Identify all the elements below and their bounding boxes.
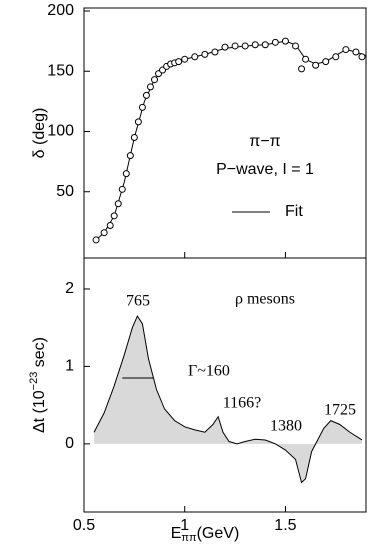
data-point <box>221 43 229 51</box>
data-point <box>100 229 108 237</box>
annotation: Γ~160 <box>188 363 230 380</box>
y-tick-label: 1 <box>65 358 74 375</box>
legend-label: Fit <box>285 203 303 220</box>
data-point <box>106 221 114 229</box>
y-axis-label: δ (deg) <box>31 108 48 159</box>
annotation: P−wave, I = 1 <box>216 161 314 178</box>
data-point <box>191 53 199 61</box>
data-point <box>175 58 183 66</box>
data-point <box>181 55 189 63</box>
data-point <box>231 42 239 50</box>
data-point <box>241 42 249 50</box>
fit-line <box>95 40 367 241</box>
data-point <box>92 236 100 244</box>
data-point <box>302 55 310 63</box>
data-point <box>251 41 259 49</box>
data-point <box>134 118 142 126</box>
data-point <box>352 48 360 56</box>
x-axis-label: Eππ(GeV) <box>171 525 240 544</box>
data-point <box>114 200 122 208</box>
data-point <box>261 41 269 49</box>
data-point <box>271 38 279 46</box>
data-point <box>312 61 320 69</box>
y-axis-label: Δt (10−23 sec) <box>28 337 48 433</box>
data-point <box>358 53 366 61</box>
x-tick-label: 1 <box>180 517 189 534</box>
data-point <box>110 212 118 220</box>
data-point <box>201 50 209 58</box>
data-point <box>122 170 130 178</box>
annotation: 1725 <box>324 402 356 419</box>
y-tick-label: 2 <box>65 280 74 297</box>
data-point <box>146 83 154 91</box>
data-point <box>281 37 289 45</box>
data-point <box>138 103 146 111</box>
annotation: ρ mesons <box>235 291 295 308</box>
area-line <box>93 315 363 484</box>
data-point <box>332 53 340 61</box>
annotation: π−π <box>249 133 280 150</box>
data-point <box>142 91 150 99</box>
data-point <box>298 65 306 73</box>
x-tick-label: 0.5 <box>73 517 95 534</box>
y-tick-label: 50 <box>56 183 74 200</box>
data-point <box>211 48 219 56</box>
y-tick-label: 0 <box>65 435 74 452</box>
annotation: 1166? <box>223 395 262 412</box>
annotation: 765 <box>126 293 150 310</box>
data-point <box>292 42 299 50</box>
area-fill <box>94 316 362 483</box>
annotation: 1380 <box>270 418 302 435</box>
data-point <box>126 152 134 160</box>
data-point <box>322 58 330 66</box>
y-tick-label: 100 <box>47 123 74 140</box>
y-tick-label: 200 <box>47 2 74 19</box>
data-point <box>342 46 350 54</box>
plot-frame <box>83 257 367 513</box>
data-point <box>151 76 158 84</box>
data-point <box>118 185 126 193</box>
data-point <box>130 134 138 142</box>
y-tick-label: 150 <box>47 62 74 79</box>
x-tick-label: 1.5 <box>274 517 296 534</box>
